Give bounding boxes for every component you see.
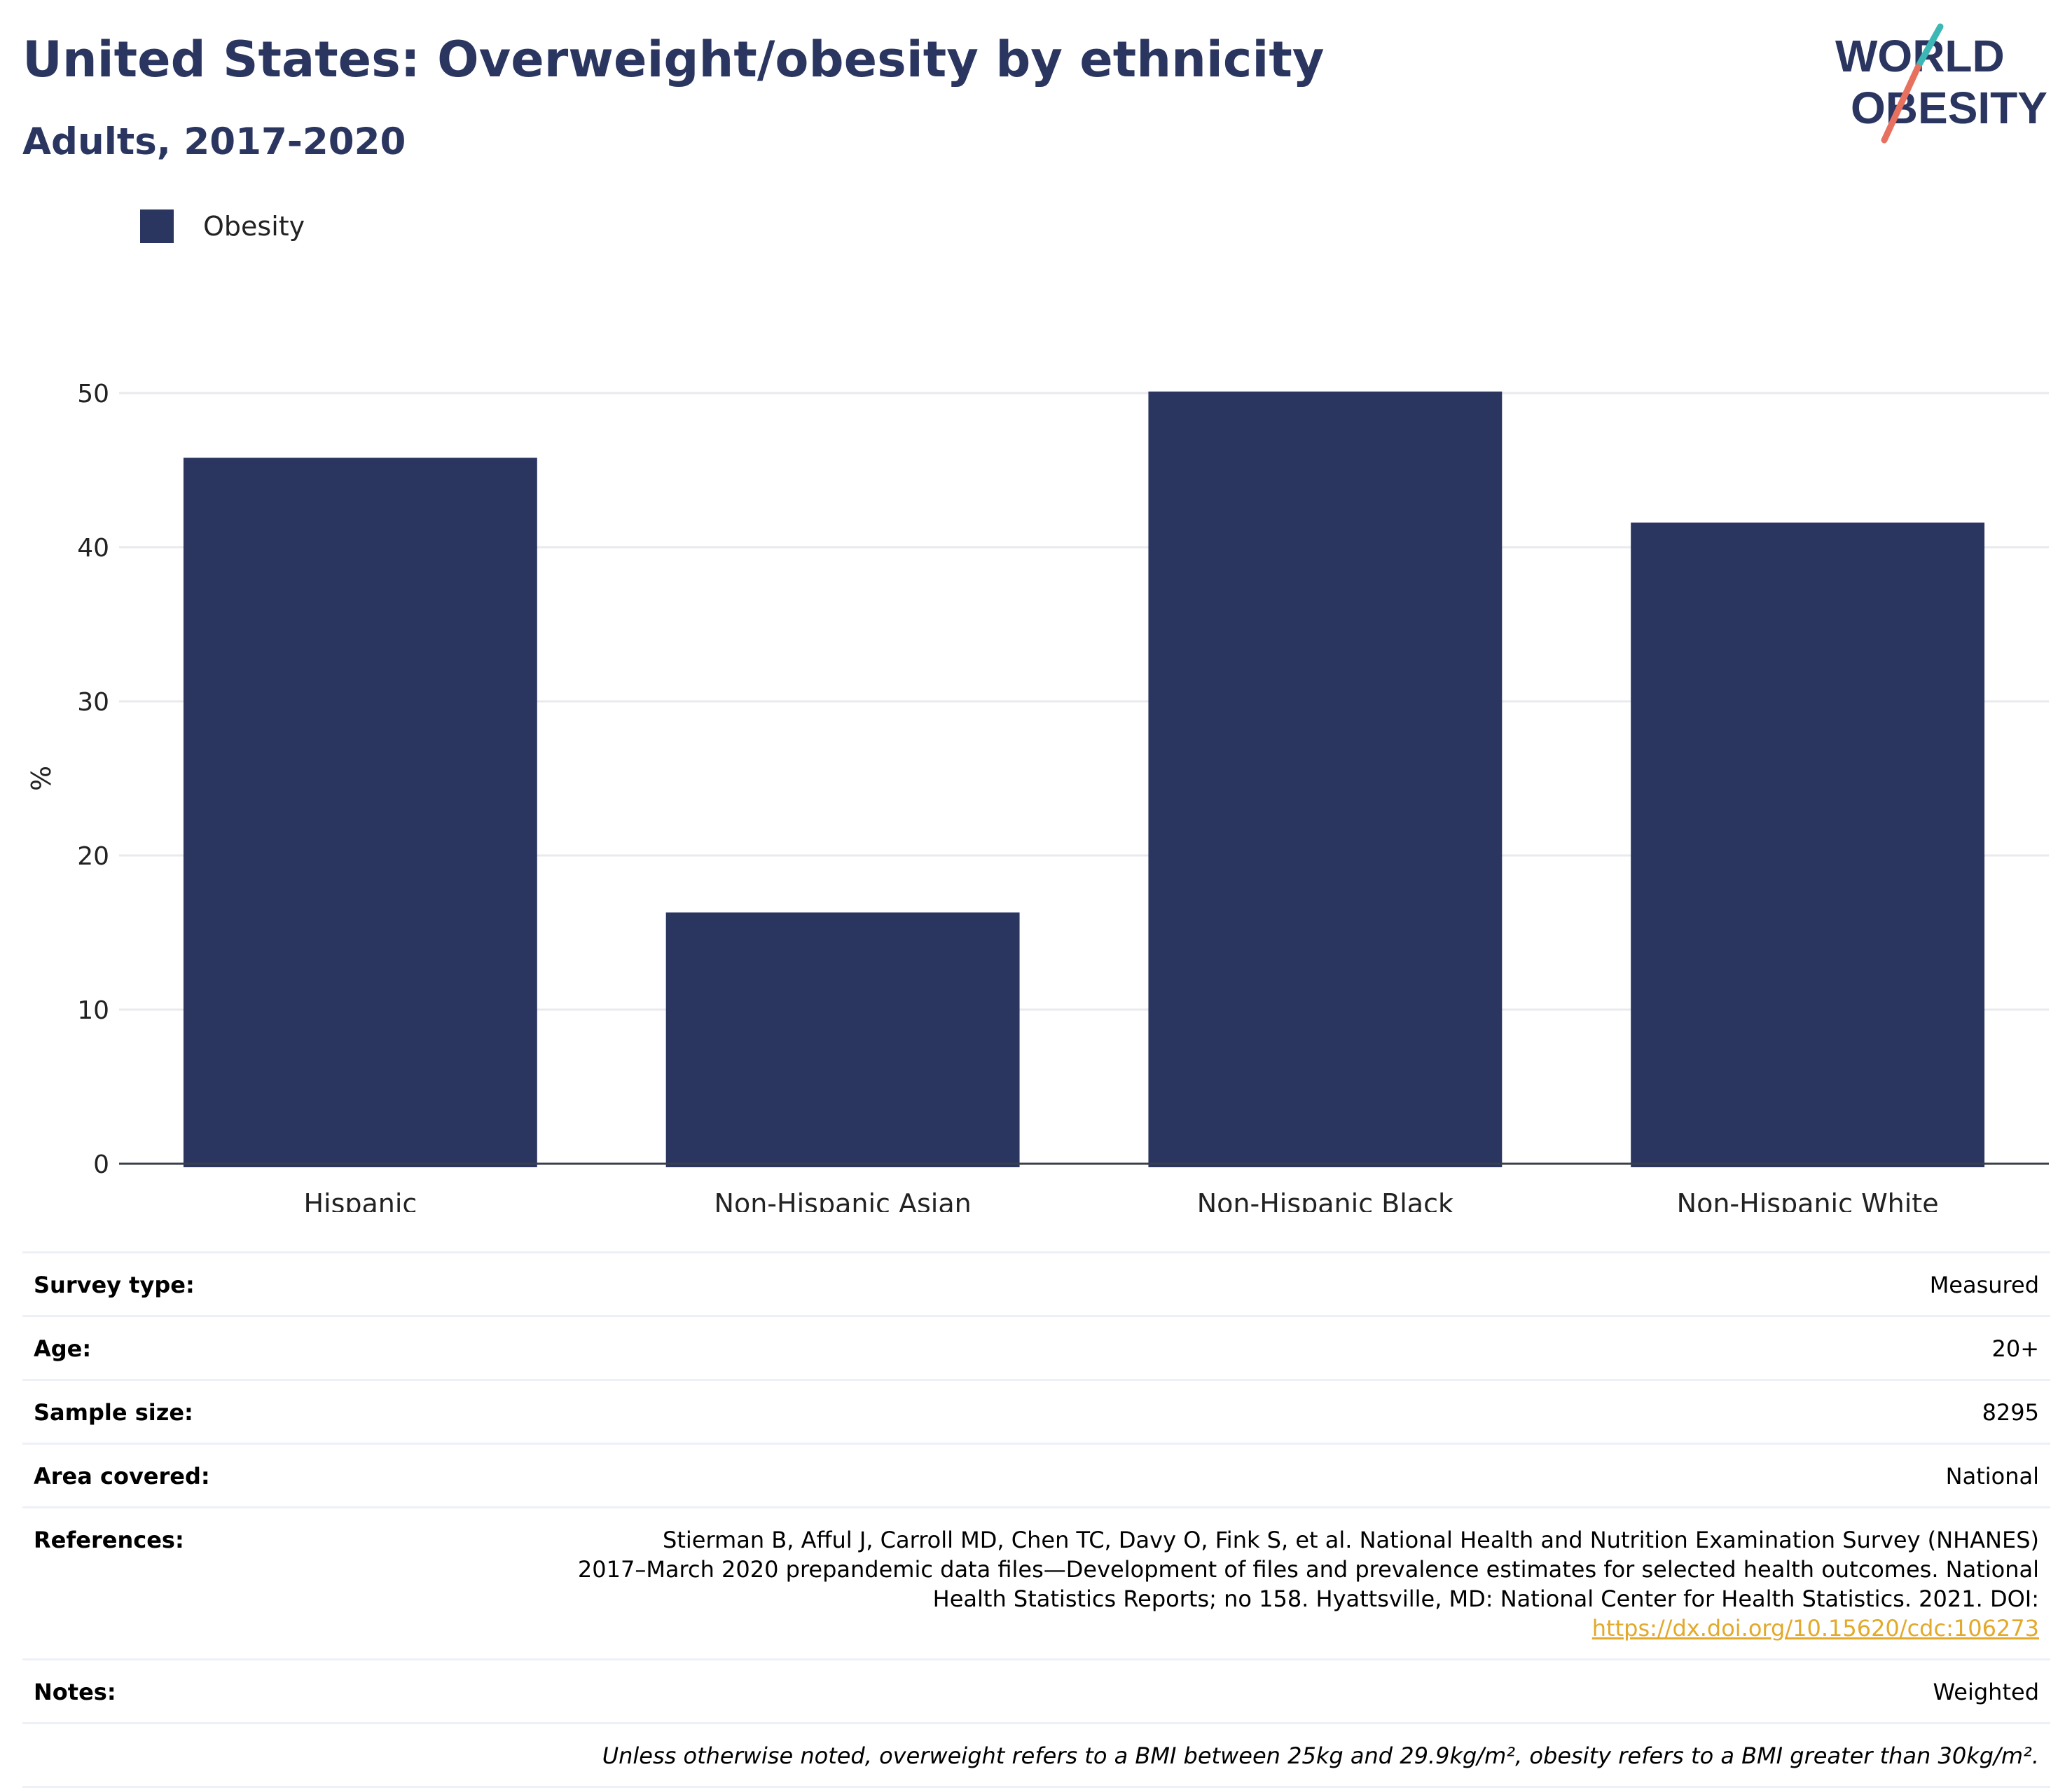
age-value: 20+ bbox=[1991, 1335, 2039, 1362]
bars bbox=[183, 391, 1985, 1167]
area-covered-row: Area covered: National bbox=[22, 1443, 2050, 1506]
y-tick-label: 20 bbox=[77, 842, 109, 871]
bar-hispanic[interactable] bbox=[183, 458, 537, 1167]
x-tick-label: Hispanic bbox=[303, 1188, 417, 1212]
y-tick-label: 30 bbox=[77, 688, 109, 717]
notes-value: Weighted bbox=[1933, 1679, 2039, 1705]
survey-type-value: Measured bbox=[1929, 1272, 2039, 1298]
reference-line-1: Stierman B, Afful J, Carroll MD, Chen TC… bbox=[663, 1527, 2039, 1553]
chart-title: United States: Overweight/obesity by eth… bbox=[22, 31, 1325, 88]
x-tick-label: Non-Hispanic Black bbox=[1197, 1188, 1453, 1212]
logo-word-obesity: OBESITY bbox=[1851, 83, 2047, 133]
metadata-table: Survey type: Measured Age: 20+ Sample si… bbox=[22, 1251, 2050, 1788]
notes-label: Notes: bbox=[34, 1679, 116, 1705]
logo-teal-stroke bbox=[1916, 23, 1944, 68]
world-obesity-logo: WORLD OBESITY bbox=[1835, 23, 2047, 144]
logo-coral-stroke bbox=[1881, 64, 1921, 144]
references-row: References: Stierman B, Afful J, Carroll… bbox=[22, 1506, 2050, 1658]
reference-line-3: Health Statistics Reports; no 158. Hyatt… bbox=[932, 1586, 2039, 1612]
legend-swatch-obesity bbox=[140, 209, 174, 243]
chart-subtitle: Adults, 2017-2020 bbox=[22, 121, 406, 163]
notes-row: Notes: Weighted bbox=[22, 1658, 2050, 1722]
x-tick-label: Non-Hispanic Asian bbox=[714, 1188, 972, 1212]
footnote-row: Unless otherwise noted, overweight refer… bbox=[22, 1722, 2050, 1788]
references-value: Stierman B, Afful J, Carroll MD, Chen TC… bbox=[578, 1525, 2039, 1643]
y-tick-label: 50 bbox=[77, 380, 109, 408]
doi-link[interactable]: https://dx.doi.org/10.15620/cdc:106273 bbox=[1591, 1615, 2039, 1642]
age-label: Age: bbox=[34, 1335, 92, 1362]
chart-legend[interactable]: Obesity bbox=[140, 209, 305, 244]
references-label: References: bbox=[34, 1527, 184, 1553]
y-tick-label: 40 bbox=[77, 534, 109, 563]
reference-line-2: 2017–March 2020 prepandemic data files—D… bbox=[577, 1556, 2039, 1583]
sample-size-label: Sample size: bbox=[34, 1399, 193, 1426]
legend-label-obesity: Obesity bbox=[203, 211, 305, 242]
axes: 0 10 20 30 40 50% Hispanic Non-Hispanic Asian No… bbox=[26, 380, 2049, 1212]
y-tick-label: 10 bbox=[77, 996, 109, 1025]
logo-word-world: WORLD bbox=[1835, 31, 2005, 81]
bar-chart: 0 10 20 30 40 50% Hispanic Non-Hispanic Asian No… bbox=[26, 380, 2049, 1212]
sample-size-row: Sample size: 8295 bbox=[22, 1379, 2050, 1443]
bar-non-hispanic-black[interactable] bbox=[1148, 391, 1503, 1167]
age-row: Age: 20+ bbox=[22, 1315, 2050, 1379]
x-tick-label: Non-Hispanic White bbox=[1677, 1188, 1939, 1212]
area-covered-label: Area covered: bbox=[34, 1463, 210, 1490]
area-covered-value: National bbox=[1945, 1463, 2039, 1490]
y-tick-label: 0 bbox=[93, 1150, 109, 1179]
survey-type-row: Survey type: Measured bbox=[22, 1251, 2050, 1315]
survey-type-label: Survey type: bbox=[34, 1272, 195, 1298]
y-axis-title: % bbox=[26, 766, 57, 791]
bmi-footnote: Unless otherwise noted, overweight refer… bbox=[602, 1742, 2039, 1769]
bar-non-hispanic-white[interactable] bbox=[1631, 522, 1985, 1167]
bar-non-hispanic-asian[interactable] bbox=[665, 912, 1020, 1167]
sample-size-value: 8295 bbox=[1982, 1399, 2039, 1426]
